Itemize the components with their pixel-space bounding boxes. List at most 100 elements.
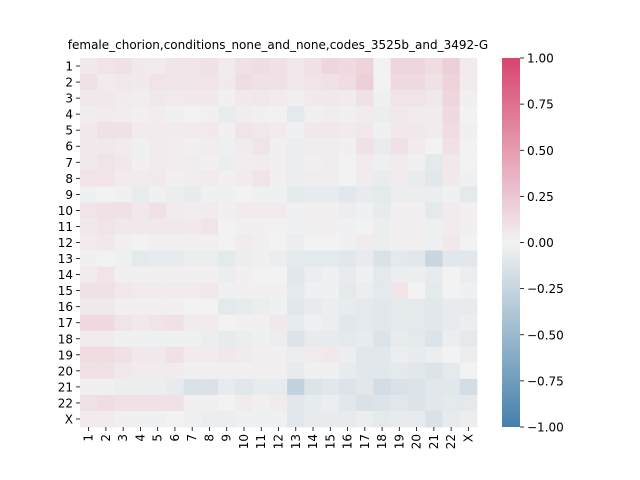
heatmap-cell — [252, 266, 271, 284]
heatmap-cell — [97, 362, 115, 380]
heatmap-cell — [304, 346, 323, 364]
heatmap-cell — [304, 362, 323, 380]
heatmap-cell — [166, 170, 184, 187]
heatmap-cell — [218, 90, 236, 107]
heatmap-cell — [218, 186, 236, 203]
y-tick-label: 10 — [58, 204, 73, 218]
y-tick-label: 15 — [58, 284, 73, 298]
heatmap-cell — [149, 154, 167, 171]
y-tick-label: 3 — [65, 92, 73, 106]
heatmap-cell — [200, 250, 219, 267]
heatmap-cell — [459, 298, 478, 316]
heatmap-cell — [321, 410, 340, 428]
x-tick-label: 3 — [116, 434, 130, 442]
heatmap-cell — [131, 186, 150, 203]
heatmap-cell — [218, 202, 236, 219]
heatmap-cell — [459, 282, 478, 300]
heatmap-cell — [287, 138, 305, 155]
x-tick-label: 1 — [82, 434, 96, 442]
heatmap-cell — [304, 282, 323, 300]
heatmap-cell — [338, 74, 357, 91]
heatmap-cell — [390, 202, 409, 219]
y-tick-label: 16 — [58, 300, 73, 314]
heatmap-cell — [287, 330, 305, 348]
heatmap-cell — [200, 282, 219, 300]
heatmap-cell — [183, 154, 202, 171]
heatmap-cell — [114, 218, 133, 235]
heatmap-cell — [407, 170, 426, 187]
heatmap-cell — [80, 346, 98, 364]
heatmap-cell — [373, 74, 392, 91]
colorbar-tick-label: 0.50 — [527, 144, 554, 158]
heatmap-cell — [131, 90, 150, 107]
heatmap-cell — [166, 234, 184, 251]
heatmap-cell — [442, 202, 461, 219]
heatmap-cell — [131, 122, 150, 139]
heatmap-cell — [166, 58, 184, 75]
heatmap-cell — [442, 138, 461, 155]
heatmap-cell — [407, 74, 426, 91]
heatmap-cell — [235, 186, 254, 203]
heatmap-cell — [131, 250, 150, 267]
heatmap-cell — [459, 74, 478, 91]
heatmap-cell — [373, 314, 392, 332]
heatmap-cell — [131, 314, 150, 332]
heatmap-cell — [131, 218, 150, 235]
heatmap-cell — [218, 170, 236, 187]
heatmap-cell — [338, 282, 357, 300]
heatmap-cell — [114, 106, 133, 123]
heatmap-cell — [97, 186, 115, 203]
x-tick-label: 4 — [133, 434, 147, 442]
heatmap-cell — [131, 234, 150, 251]
heatmap-cell — [97, 282, 115, 300]
heatmap-cell — [218, 394, 236, 412]
heatmap-cell — [304, 378, 323, 396]
heatmap-cell — [425, 314, 443, 332]
heatmap-cell — [80, 378, 98, 396]
heatmap-cell — [269, 346, 288, 364]
heatmap-cell — [149, 314, 167, 332]
heatmap-cell — [287, 394, 305, 412]
heatmap-cell — [321, 202, 340, 219]
heatmap-cell — [373, 122, 392, 139]
heatmap-cell — [390, 266, 409, 284]
heatmap-cell — [235, 122, 254, 139]
heatmap-cell — [356, 298, 374, 316]
y-tick-label: 12 — [58, 236, 73, 250]
heatmap-cell — [166, 106, 184, 123]
heatmap-cell — [459, 330, 478, 348]
heatmap-cell — [183, 90, 202, 107]
heatmap-cell — [200, 170, 219, 187]
heatmap-cell — [183, 362, 202, 380]
heatmap-cell — [114, 314, 133, 332]
heatmap-cell — [459, 394, 478, 412]
y-tick-label: 7 — [65, 156, 73, 170]
heatmap-cell — [97, 234, 115, 251]
heatmap-cell — [304, 138, 323, 155]
heatmap-cell — [356, 394, 374, 412]
heatmap-cell — [252, 186, 271, 203]
heatmap-cell — [218, 138, 236, 155]
heatmap-cell — [183, 202, 202, 219]
heatmap-cell — [442, 218, 461, 235]
y-tick-label: 8 — [65, 172, 73, 186]
heatmap-cell — [304, 234, 323, 251]
heatmap-cell — [269, 90, 288, 107]
x-tick-label: 11 — [254, 434, 268, 449]
heatmap-cell — [425, 154, 443, 171]
heatmap-cell — [390, 90, 409, 107]
heatmap-cell — [459, 58, 478, 75]
heatmap-cell — [80, 170, 98, 187]
heatmap-cell — [252, 394, 271, 412]
heatmap-cell — [407, 154, 426, 171]
heatmap-cell — [269, 106, 288, 123]
heatmap-cell — [183, 74, 202, 91]
heatmap-cell — [131, 282, 150, 300]
heatmap-cell — [407, 234, 426, 251]
heatmap-cell — [390, 106, 409, 123]
heatmap-cell — [407, 266, 426, 284]
x-tick-label: 8 — [202, 434, 216, 442]
heatmap-cell — [80, 218, 98, 235]
heatmap-cell — [200, 346, 219, 364]
colorbar-tick-label: 0.75 — [527, 98, 554, 112]
